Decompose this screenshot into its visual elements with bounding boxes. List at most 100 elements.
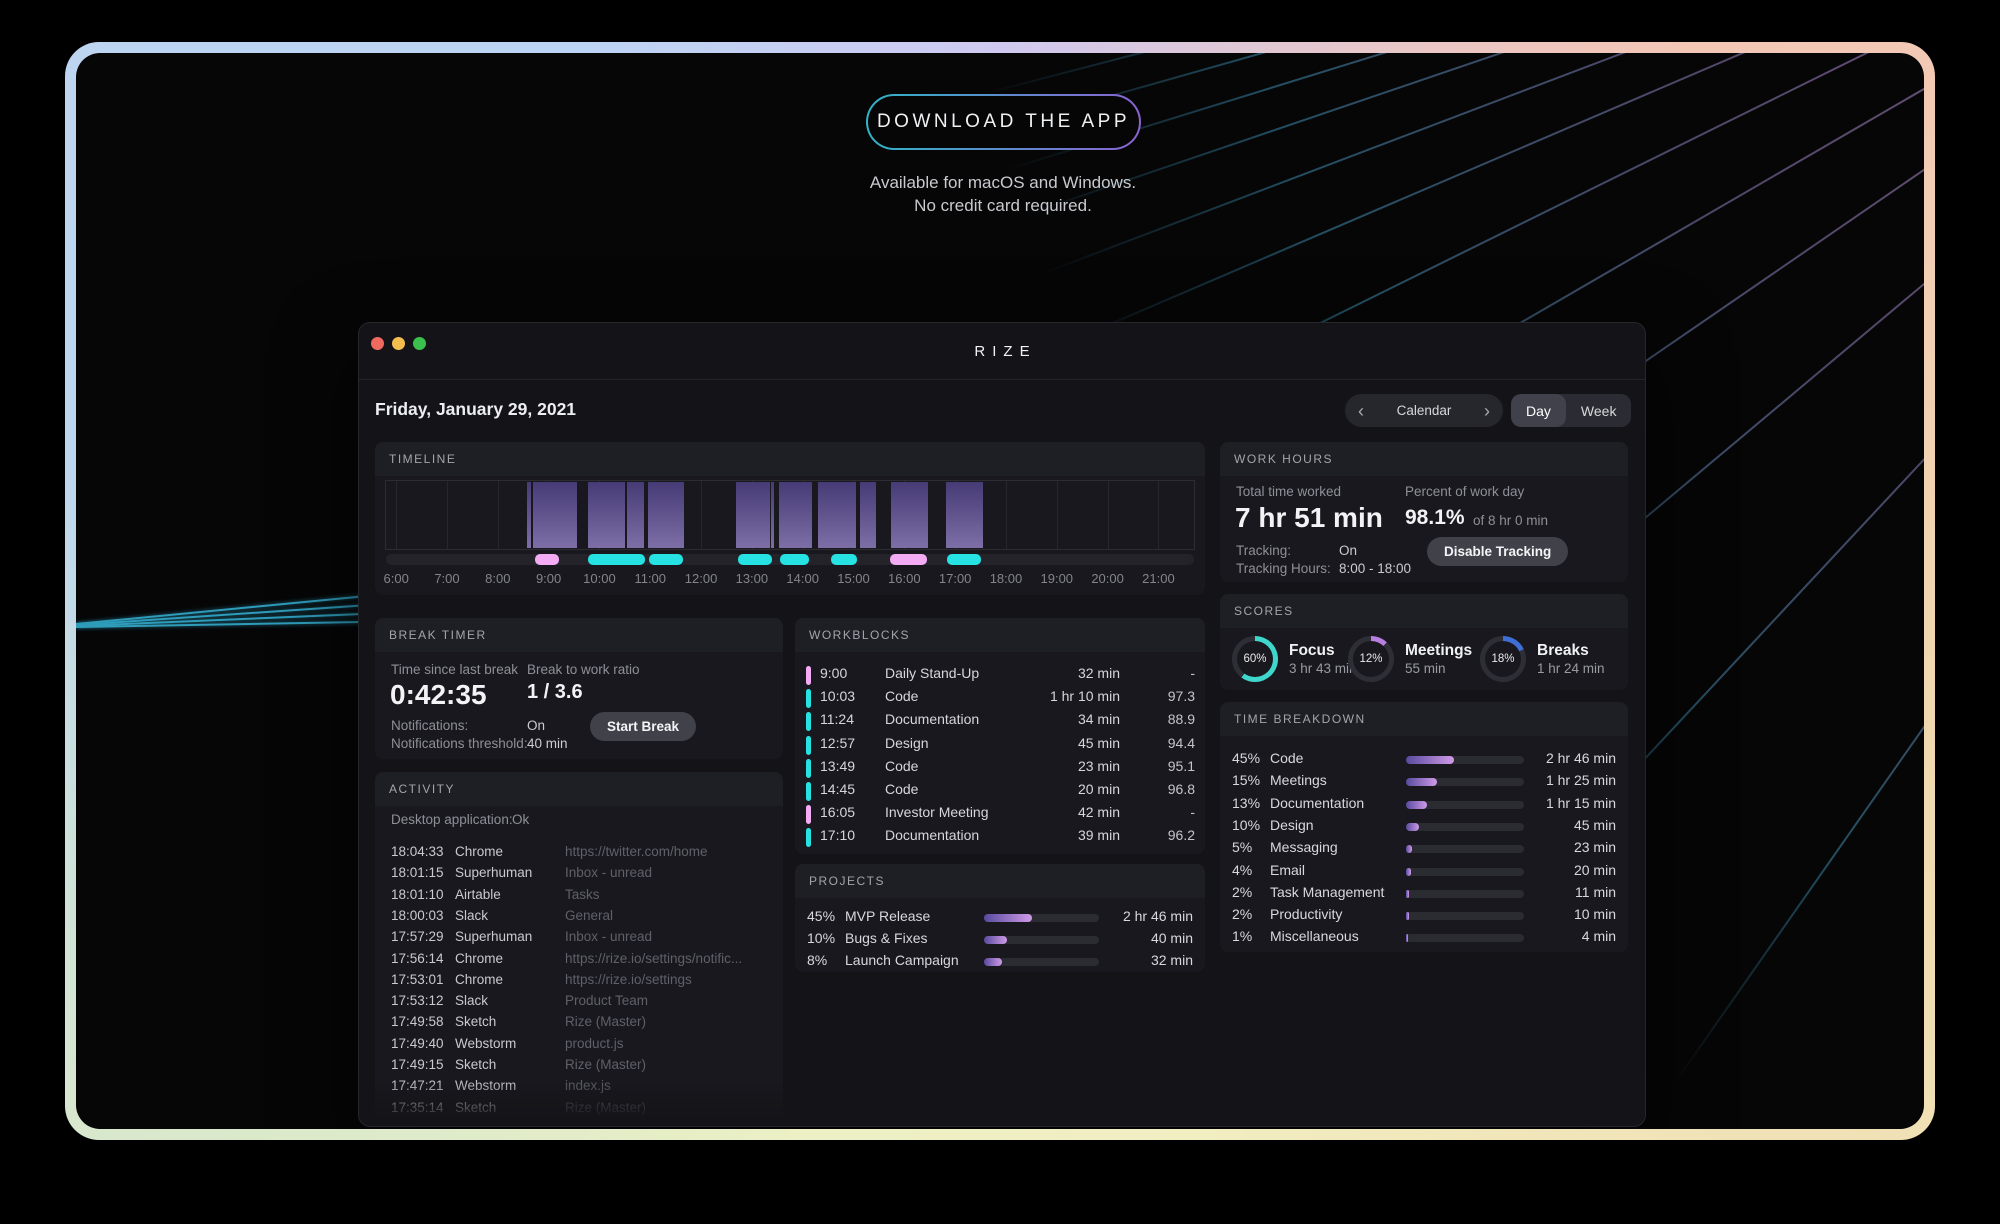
timeline-hour-label: 10:00 <box>583 571 616 586</box>
activity-detail: Tasks <box>565 886 600 902</box>
row-percent: 10% <box>1232 816 1261 833</box>
tab-week[interactable]: Week <box>1580 402 1617 419</box>
row-duration: 2 hr 46 min <box>1122 908 1193 924</box>
row-percent: 8% <box>807 952 828 968</box>
timeline-gridline <box>1005 481 1007 549</box>
timeline-hour-label: 15:00 <box>837 571 870 586</box>
timeline-workblock-bar <box>771 482 775 548</box>
since-break-label: Time since last break <box>391 662 519 677</box>
workblock-row: 11:24 Documentation 34 min 88.9 <box>795 711 1205 733</box>
activity-row: 18:04:33 Chrome https://twitter.com/home <box>375 844 783 864</box>
calendar-picker[interactable]: ‹ Calendar › <box>1345 394 1503 427</box>
current-date: Friday, January 29, 2021 <box>375 399 577 419</box>
timeline-workblock-bar <box>778 482 813 548</box>
row-percent: 10% <box>807 930 836 946</box>
score-ring: 60% <box>1232 636 1278 682</box>
timeline-gridline <box>701 481 703 549</box>
workblock-duration: 23 min <box>1077 757 1120 774</box>
workblock-label: Daily Stand-Up <box>885 665 980 681</box>
workblock-focus-marker <box>806 735 811 755</box>
break-timer-title: BREAK TIMER <box>375 618 783 652</box>
row-label: Miscellaneous <box>1270 928 1359 945</box>
desktop-app-label: Desktop application: <box>391 812 513 827</box>
since-break-value: 0:42:35 <box>390 679 487 710</box>
row-bar-fill <box>1406 845 1413 854</box>
workblock-label: Investor Meeting <box>885 804 989 821</box>
calendar-label[interactable]: Calendar <box>1396 403 1452 418</box>
score-percent: 18% <box>1485 641 1521 677</box>
activity-detail: Rize (Master) <box>565 1057 647 1072</box>
row-percent: 15% <box>1232 772 1261 789</box>
activity-row: 17:57:29 Superhuman Inbox - unread <box>375 929 783 949</box>
project-row: 45% MVP Release 2 hr 46 min <box>795 908 1205 928</box>
row-duration: 32 min <box>1150 952 1193 968</box>
tracking-value: On <box>1339 543 1358 558</box>
zoom-window-icon[interactable] <box>413 337 426 350</box>
app-title: RIZE <box>974 342 1037 360</box>
workblock-score: 97.3 <box>1167 688 1195 705</box>
row-duration: 4 min <box>1581 928 1616 945</box>
notifications-value: On <box>527 718 546 733</box>
activity-app: Superhuman <box>455 929 533 945</box>
timeline-chart: 6:00 7:00 8:00 9:00 10:00 11:00 12:00 13:00 14:0… <box>375 476 1205 595</box>
workblock-row: 13:49 Code 23 min 95.1 <box>795 758 1205 780</box>
workblock-row: 9:00 Daily Stand-Up 32 min - <box>795 665 1205 687</box>
timeline-focus-strip <box>386 554 1194 565</box>
close-window-icon[interactable] <box>371 337 384 350</box>
score-time: 1 hr 24 min <box>1537 661 1605 676</box>
workblock-meeting-marker <box>806 805 811 825</box>
timeline-gridline <box>446 481 448 549</box>
day-week-toggle[interactable]: Day Week <box>1511 394 1632 427</box>
percent-of: of 8 hr 0 min <box>1473 513 1549 528</box>
minimize-window-icon[interactable] <box>392 337 405 350</box>
total-time-label: Total time worked <box>1236 484 1342 499</box>
total-time-value: 7 hr 51 min <box>1235 502 1383 533</box>
timeline-hour-label: 9:00 <box>535 571 562 586</box>
timeline-workblock-bar <box>735 482 770 548</box>
activity-detail: https://rize.io/settings <box>565 971 692 987</box>
row-bar-track <box>984 914 1099 922</box>
projects-title: PROJECTS <box>795 864 1205 898</box>
desktop-app-status: Ok <box>512 812 530 827</box>
score-item-meetings: 12% Meetings 55 min <box>1348 636 1472 682</box>
threshold-label: Notifications threshold: <box>391 736 528 751</box>
activity-detail: Inbox - unread <box>565 865 653 881</box>
activity-app: Airtable <box>455 886 501 902</box>
score-item-focus: 60% Focus 3 hr 43 min <box>1232 636 1357 682</box>
row-bar-track <box>1406 867 1524 876</box>
score-label: Breaks <box>1537 642 1589 659</box>
time-breakdown-row: 13% Documentation 1 hr 15 min <box>1220 795 1628 815</box>
hero-note-line2: No credit card required. <box>914 196 1092 215</box>
chevron-left-icon[interactable]: ‹ <box>1358 400 1364 421</box>
activity-time: 18:04:33 <box>391 844 444 859</box>
workblock-row: 14:45 Code 20 min 96.8 <box>795 781 1205 803</box>
time-breakdown-row: 15% Meetings 1 hr 25 min <box>1220 772 1628 792</box>
timeline-focus-segment <box>947 554 982 565</box>
chevron-right-icon[interactable]: › <box>1484 400 1490 421</box>
tab-day[interactable]: Day <box>1511 394 1566 427</box>
hero-note: Available for macOS and Windows. No cred… <box>503 171 1503 217</box>
row-bar-track <box>1406 778 1524 787</box>
timeline-gridline <box>1107 481 1109 549</box>
download-app-button[interactable]: DOWNLOAD THE APP <box>866 94 1141 150</box>
row-bar-fill <box>1406 822 1419 831</box>
row-label: Task Management <box>1270 883 1385 900</box>
timeline-workblock-bar <box>945 482 983 548</box>
score-percent: 12% <box>1353 641 1389 677</box>
activity-app: Slack <box>455 993 489 1009</box>
activity-row: 18:01:10 Airtable Tasks <box>375 887 783 907</box>
workblock-label: Documentation <box>885 711 980 728</box>
row-percent: 45% <box>1232 750 1261 766</box>
start-break-button[interactable]: Start Break <box>590 712 697 741</box>
timeline-panel-title: TIMELINE <box>375 442 1205 476</box>
time-breakdown-title: TIME BREAKDOWN <box>1220 702 1628 736</box>
timeline-hour-label: 20:00 <box>1091 571 1124 586</box>
score-time: 55 min <box>1405 661 1446 676</box>
activity-app: Chrome <box>455 950 504 966</box>
workblock-meeting-marker <box>806 666 811 685</box>
app-window: RIZE Friday, January 29, 2021 ‹ Calendar… <box>358 322 1646 1127</box>
workblock-duration: 20 min <box>1077 781 1120 797</box>
gradient-frame: DOWNLOAD THE APP Available for macOS and… <box>65 42 1935 1140</box>
disable-tracking-button[interactable]: Disable Tracking <box>1427 537 1569 566</box>
timeline-hour-label: 16:00 <box>888 571 921 586</box>
